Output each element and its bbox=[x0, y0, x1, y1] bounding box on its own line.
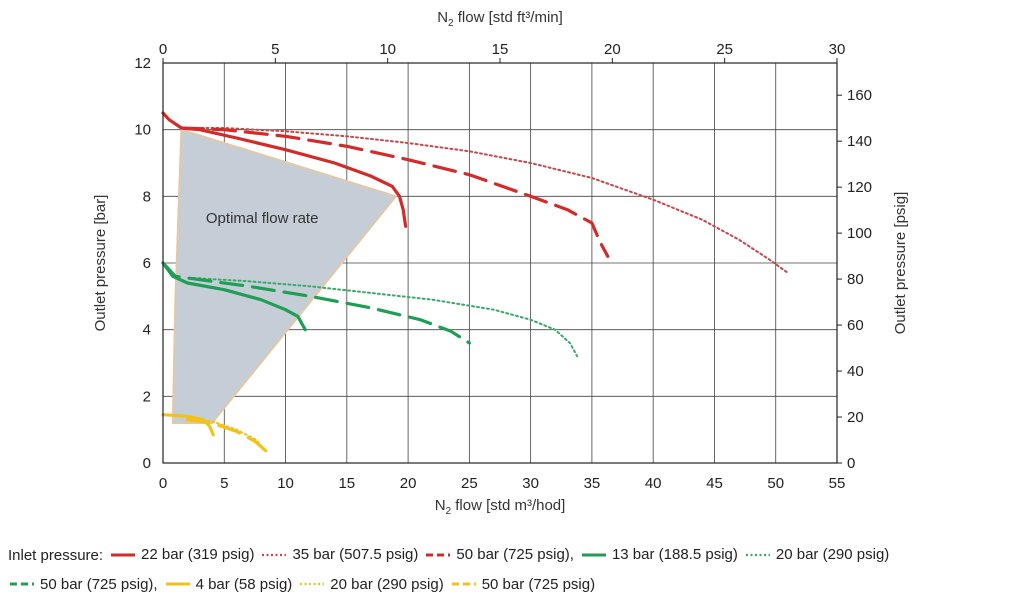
y-left-tick-label: 2 bbox=[143, 388, 151, 405]
legend-label: 50 bar (725 psig), bbox=[456, 546, 574, 563]
x-tick-label: 50 bbox=[767, 475, 784, 492]
top-tick-label: 15 bbox=[492, 41, 509, 58]
series-line-5 bbox=[161, 261, 471, 345]
x-tick-label: 25 bbox=[461, 475, 478, 492]
x-tick-label: 35 bbox=[584, 475, 601, 492]
top-tick-label: 30 bbox=[829, 41, 846, 58]
legend-swatch bbox=[300, 582, 325, 586]
x-tick-label: 40 bbox=[645, 475, 662, 492]
x-tick-label: 5 bbox=[220, 475, 228, 492]
y-left-tick-label: 6 bbox=[143, 255, 151, 272]
series-line-2 bbox=[179, 126, 610, 258]
top-tick-label: 20 bbox=[604, 41, 621, 58]
legend-item: 50 bar (725 psig), bbox=[424, 540, 574, 569]
legend-swatch bbox=[111, 553, 136, 556]
y-axis-left-label: Outlet pressure [bar] bbox=[92, 195, 109, 332]
x-tick-label: 30 bbox=[522, 475, 539, 492]
y-right-tick-label: 20 bbox=[847, 409, 864, 426]
legend-item: 35 bar (507.5 psig) bbox=[260, 540, 418, 569]
top-tick-label: 0 bbox=[159, 41, 167, 58]
y-right-tick-label: 40 bbox=[847, 363, 864, 380]
y-left-tick-label: 10 bbox=[134, 122, 151, 139]
legend-item: 13 bar (188.5 psig) bbox=[580, 540, 738, 569]
y-right-tick-label: 140 bbox=[847, 133, 872, 150]
x-tick-label: 20 bbox=[400, 475, 417, 492]
x-axis-label: N2 flow [std m³/hod] bbox=[435, 497, 566, 517]
series-line-0 bbox=[161, 111, 408, 228]
y-axis-right-label: Outlet pressure [psig] bbox=[892, 192, 909, 335]
x-tick-label: 55 bbox=[829, 475, 846, 492]
y-left-tick-label: 0 bbox=[143, 455, 151, 472]
legend-swatch bbox=[745, 553, 770, 556]
legend-item: 4 bar (58 psig) bbox=[164, 570, 293, 599]
y-right-tick-label: 100 bbox=[847, 225, 872, 242]
legend-swatch bbox=[451, 582, 476, 586]
legend-item: 20 bar (290 psig) bbox=[298, 570, 444, 599]
legend-label: 20 bar (290 psig) bbox=[330, 575, 444, 593]
legend-label: 4 bar (58 psig) bbox=[195, 575, 293, 593]
top-axis-label: N2 flow [std ft³/min] bbox=[437, 9, 563, 29]
y-left-tick-label: 8 bbox=[143, 188, 151, 205]
legend-item: 22 bar (319 psig) bbox=[109, 540, 254, 569]
legend-swatch bbox=[581, 553, 606, 556]
y-right-tick-label: 160 bbox=[847, 87, 872, 104]
legend-swatch bbox=[165, 582, 190, 586]
y-right-tick-label: 0 bbox=[847, 455, 855, 472]
top-tick-label: 10 bbox=[379, 41, 396, 58]
legend-item: 20 bar (290 psig) bbox=[744, 540, 889, 569]
legend-label: 13 bar (188.5 psig) bbox=[611, 546, 738, 563]
legend-swatch bbox=[262, 553, 287, 556]
grid bbox=[163, 63, 837, 463]
legend-label: 50 bar (725 psig), bbox=[40, 575, 158, 593]
series-group bbox=[161, 111, 789, 455]
x-tick-label: 10 bbox=[277, 475, 294, 492]
legend-item: 50 bar (725 psig), bbox=[8, 570, 158, 599]
y-left-tick-label: 12 bbox=[134, 55, 151, 72]
series-line-1 bbox=[180, 127, 789, 274]
x-tick-label: 15 bbox=[338, 475, 355, 492]
legend-item: 50 bar (725 psig) bbox=[450, 570, 595, 599]
legend: Inlet pressure: 22 bar (319 psig) 35 bar (… bbox=[8, 540, 998, 599]
x-tick-label: 0 bbox=[159, 475, 167, 492]
legend-label: 20 bar (290 psig) bbox=[775, 546, 890, 563]
optimal-flow-label: Optimal flow rate bbox=[206, 210, 319, 227]
legend-label: 22 bar (319 psig) bbox=[141, 546, 255, 563]
y-right-tick-label: 80 bbox=[847, 271, 864, 288]
y-right-tick-label: 120 bbox=[847, 179, 872, 196]
top-tick-label: 5 bbox=[271, 41, 279, 58]
legend-swatch bbox=[10, 582, 34, 586]
legend-items: 22 bar (319 psig) 35 bar (507.5 psig) 50 b… bbox=[8, 546, 895, 594]
y-left-tick-label: 4 bbox=[143, 322, 151, 339]
series-line-8 bbox=[185, 418, 270, 455]
series-line-4 bbox=[192, 277, 579, 358]
legend-title: Inlet pressure: bbox=[8, 546, 104, 564]
y-right-tick-label: 60 bbox=[847, 317, 864, 334]
legend-label: 35 bar (507.5 psig) bbox=[292, 546, 419, 563]
legend-label: 50 bar (725 psig) bbox=[481, 575, 596, 593]
legend-swatch bbox=[426, 553, 451, 556]
x-tick-label: 45 bbox=[706, 475, 723, 492]
chart: Optimal flow rate 0 5 10 15 20 25 30 35 40 45 50 55… bbox=[92, 9, 909, 517]
top-tick-label: 25 bbox=[716, 41, 733, 58]
